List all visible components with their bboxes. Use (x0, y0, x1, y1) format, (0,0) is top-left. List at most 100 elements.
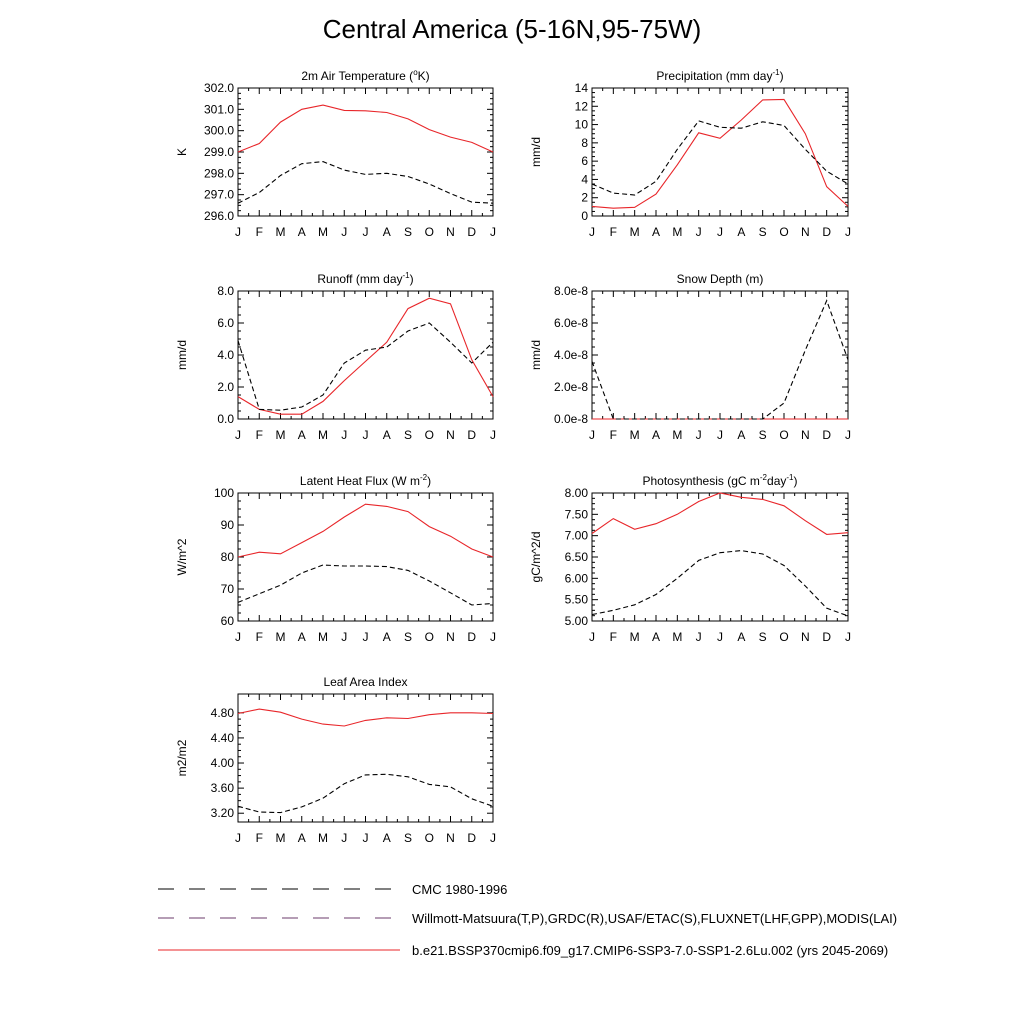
y-tick-label: 6.00 (565, 571, 589, 585)
y-axis-label: mm/d (529, 340, 543, 370)
x-tick-label: A (298, 630, 306, 644)
panel-title-sup: -2 (760, 473, 768, 482)
x-tick-label: O (779, 225, 788, 239)
panel-title-text: Runoff (mm day (317, 272, 402, 286)
panel-tsa: 2m Air Temperature (oK)J F M A M J J A S O N D J296.… (175, 68, 496, 239)
x-tick-label: F (256, 630, 263, 644)
y-tick-label: 3.60 (211, 781, 235, 795)
y-tick-label: 299.0 (204, 145, 234, 159)
x-tick-label: A (383, 428, 391, 442)
series-line-obs (237, 564, 494, 606)
panel-title: Latent Heat Flux (W m-2) (300, 473, 431, 488)
x-tick-label: M (276, 225, 286, 239)
legend-label: Willmott-Matsuura(T,P),GRDC(R),USAF/ETAC… (412, 911, 897, 926)
panel-title-text: Leaf Area Index (323, 675, 407, 689)
x-tick-label: J (341, 225, 347, 239)
series-line-obs (591, 120, 849, 196)
y-axis-label: gC/m^2/d (529, 532, 543, 583)
y-tick-label: 4.40 (211, 731, 235, 745)
y-tick-label: 3.20 (211, 806, 235, 820)
x-tick-label: A (298, 225, 306, 239)
y-tick-label: 6.0 (217, 316, 234, 330)
y-tick-label: 2 (581, 191, 588, 205)
x-tick-label: O (425, 428, 434, 442)
plot-frame (591, 290, 849, 420)
x-tick-label: J (696, 225, 702, 239)
x-tick-label: S (404, 428, 412, 442)
y-tick-label: 6.0e-8 (554, 316, 588, 330)
x-tick-label: S (404, 225, 412, 239)
x-tick-label: M (630, 225, 640, 239)
y-tick-label: 5.50 (565, 593, 589, 607)
series-line-model (237, 503, 494, 558)
x-tick-label: M (318, 428, 328, 442)
x-tick-label: M (276, 630, 286, 644)
panel-title-text: ) (780, 69, 784, 83)
x-tick-label: J (589, 428, 595, 442)
x-tick-label: D (467, 225, 476, 239)
x-tick-label: J (235, 630, 241, 644)
y-tick-label: 8.00 (565, 486, 589, 500)
y-tick-label: 297.0 (204, 188, 234, 202)
x-tick-label: J (490, 831, 496, 845)
x-tick-label: J (341, 630, 347, 644)
y-axis-label: K (175, 148, 189, 156)
x-tick-label: A (298, 428, 306, 442)
x-tick-label: D (822, 428, 831, 442)
series-line-model (237, 104, 494, 153)
panel-title-text: 2m Air Temperature ( (301, 69, 413, 83)
x-tick-label: N (801, 428, 810, 442)
x-tick-label: M (276, 831, 286, 845)
x-tick-label: F (610, 428, 617, 442)
x-tick-label: J (490, 428, 496, 442)
y-tick-label: 90 (221, 518, 235, 532)
panel-title-text: ) (427, 474, 431, 488)
x-tick-label: J (363, 428, 369, 442)
legend-item: CMC 1980-1996 (158, 882, 507, 897)
x-tick-label: S (404, 831, 412, 845)
panel-title-text: K) (418, 69, 430, 83)
x-tick-label: D (822, 225, 831, 239)
x-tick-label: M (672, 428, 682, 442)
panel-title-text: ) (410, 272, 414, 286)
panel-prect: Precipitation (mm day-1)J F M A M J J A S O N D J024… (529, 68, 851, 239)
y-tick-label: 14 (575, 81, 589, 95)
x-tick-label: A (737, 630, 745, 644)
series-line-model (237, 297, 494, 415)
y-tick-label: 296.0 (204, 209, 234, 223)
y-tick-label: 5.00 (565, 614, 589, 628)
x-tick-label: A (737, 225, 745, 239)
x-tick-label: O (425, 831, 434, 845)
x-tick-label: A (383, 630, 391, 644)
y-tick-label: 4.00 (211, 756, 235, 770)
series-line-obs (237, 773, 494, 814)
x-tick-label: J (341, 428, 347, 442)
page-title: Central America (5-16N,95-75W) (322, 14, 702, 44)
panel-title-sup: -1 (772, 68, 780, 77)
x-tick-label: M (318, 630, 328, 644)
x-tick-label: J (235, 831, 241, 845)
y-axis-label: mm/d (175, 340, 189, 370)
y-axis-label: W/m^2 (175, 538, 189, 575)
x-tick-label: F (256, 831, 263, 845)
series-line-obs (591, 299, 849, 420)
y-tick-label: 6.50 (565, 550, 589, 564)
x-tick-label: D (822, 630, 831, 644)
y-tick-label: 301.0 (204, 102, 234, 116)
x-tick-label: M (630, 428, 640, 442)
panel-title-text: Latent Heat Flux (W m (300, 474, 420, 488)
y-tick-label: 302.0 (204, 81, 234, 95)
series-line-obs (237, 322, 494, 411)
y-tick-label: 4.80 (211, 706, 235, 720)
panel-title-text: ) (794, 474, 798, 488)
y-tick-label: 0.0e-8 (554, 412, 588, 426)
x-tick-label: J (235, 225, 241, 239)
x-tick-label: F (610, 630, 617, 644)
x-tick-label: J (235, 428, 241, 442)
y-tick-label: 70 (221, 582, 235, 596)
y-tick-label: 2.0 (217, 380, 234, 394)
y-tick-label: 300.0 (204, 124, 234, 138)
x-tick-label: J (696, 428, 702, 442)
